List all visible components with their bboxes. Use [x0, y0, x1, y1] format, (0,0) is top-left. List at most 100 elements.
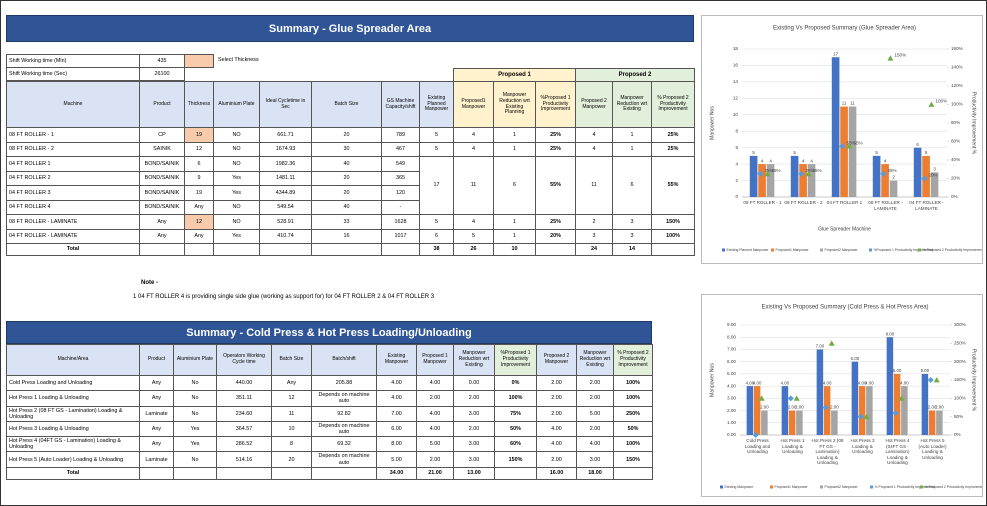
cell: 3: [575, 228, 613, 244]
top-table-title: Summary - Glue Spreader Area: [6, 15, 694, 42]
cell: 5.00: [376, 451, 417, 468]
x-tick-frame: 08 FT ROLLER - 2: [784, 200, 822, 205]
cell: Laminate: [139, 405, 174, 422]
marker: [793, 395, 800, 401]
legend-swatch: [870, 485, 873, 489]
x-tick-frame: Hot Press 5 (Auto Loader) Loading & Unlo…: [918, 438, 946, 460]
y2-tick-label: 40%: [951, 157, 960, 162]
cell: Depends on machine auto: [311, 390, 377, 407]
y-tick-label: 6.00: [727, 359, 736, 364]
cell: 4.00: [416, 405, 454, 422]
marker: [828, 340, 835, 346]
cell: 55%: [535, 156, 576, 215]
header-row: Machine Product Thickness Aluminium Plate Id…: [6, 81, 695, 128]
data-label: 2.00: [760, 405, 769, 410]
note-title: Note -: [141, 280, 158, 286]
cell: 1: [493, 141, 536, 157]
total-cell: 13.00: [453, 466, 495, 480]
y2-tick-label: 160%: [951, 46, 963, 51]
cell: 19: [184, 127, 214, 143]
cell: 17: [419, 156, 454, 215]
cell: NO: [213, 199, 260, 215]
y-tick-label: 10: [733, 112, 739, 117]
bar: [753, 386, 761, 435]
data-label: 5: [925, 150, 928, 155]
total-cell: 26: [453, 243, 494, 256]
cell: 40: [311, 156, 382, 172]
y-tick-label: 4.00: [727, 383, 736, 388]
cell: Laminate: [139, 451, 174, 468]
legend-label: %Proposed 1 Productivity Improvement: [874, 248, 934, 252]
marker: [863, 413, 870, 420]
glue-spreader-table: Proposed 1 Proposed 2 Machine Product Thickn…: [6, 68, 695, 256]
y2-tick-label: 300%: [954, 322, 966, 327]
cell: 5: [419, 127, 454, 143]
blank-cell: [381, 243, 420, 256]
cell: -: [381, 199, 420, 215]
cell: 467: [381, 141, 420, 157]
legend-label: % Proposed 2 Productivity Improvement: [923, 248, 983, 252]
data-label: 5: [752, 150, 755, 155]
y-tick-label: 12: [733, 96, 739, 101]
y-tick-label: 8.00: [727, 334, 736, 339]
cell: 25%: [535, 141, 576, 157]
cell: 1017: [381, 228, 420, 244]
cell: 2.00: [576, 374, 614, 392]
bar: [761, 410, 768, 435]
data-label: 4.00: [753, 380, 762, 385]
blank-cell: [494, 466, 537, 480]
x-tick-label: Hot Press 4 (04FT GS - Lamination) Loadi…: [885, 438, 910, 465]
column-header: % Proposed 2 Productivity Improvement: [651, 81, 695, 128]
cell: 4.00: [576, 436, 614, 453]
cell: 2.00: [536, 451, 577, 468]
y2-axis-title: Productivity Improvement %: [971, 92, 977, 155]
column-header: Product: [139, 81, 185, 128]
cell: 19: [184, 185, 214, 201]
bar: [831, 57, 840, 197]
bar: [928, 410, 936, 435]
y2-tick-label: 20%: [951, 176, 960, 181]
cell: 2.00: [453, 420, 495, 438]
cell: 25%: [651, 141, 695, 157]
cell: 2.00: [416, 390, 454, 407]
cell: 2.00: [536, 405, 577, 422]
cell: 440.00: [216, 374, 272, 392]
cell: Any: [139, 420, 174, 438]
y2-tick-label: 250%: [954, 341, 966, 346]
y-tick-label: 14: [733, 79, 739, 84]
blank-cell: [271, 466, 312, 480]
cell: 92.82: [311, 405, 377, 422]
data-label: 3: [933, 166, 936, 171]
cell: 1: [493, 127, 536, 143]
cell: 528.91: [259, 214, 312, 230]
cell: 50%: [494, 420, 537, 438]
cell: 16: [311, 228, 382, 244]
data-label: 2.00: [830, 405, 839, 410]
bar: [840, 106, 848, 197]
settings-cell: 26100: [139, 67, 185, 81]
cell: 364.57: [216, 420, 272, 438]
marker: [887, 55, 894, 61]
x-tick-frame: Hot Press 1 Loading & Unloading: [781, 438, 805, 454]
column-header: %Proposed 1 Productivity Improvement: [494, 344, 537, 376]
cell: 365: [381, 170, 420, 186]
cell: 12: [271, 390, 312, 407]
total-row: Total 34.00 21.00 13.00 16.00 18.00: [6, 466, 653, 480]
column-header: Proposed1 Manpower: [453, 81, 494, 128]
legend-swatch: [869, 248, 872, 252]
marker: [927, 377, 934, 383]
cell: 4: [453, 141, 494, 157]
cell: 04 FT ROLLER - LAMINATE: [6, 228, 140, 244]
cell: 4: [453, 127, 494, 143]
marker: [839, 143, 846, 150]
cell: Depends on machine auto: [311, 420, 377, 438]
settings-table: Shift Working time (Min) 435 Shift Working…: [6, 54, 214, 81]
settings-label: Select Thickness: [218, 57, 259, 63]
column-header: Aluminium Plate: [213, 81, 260, 128]
total-cell: 38: [419, 243, 454, 256]
x-tick-frame: Cold Press Loading and Unloading: [745, 438, 770, 454]
cell: Hot Press 1 Loading & Unloading: [6, 390, 140, 407]
legend-label: % Proposed 2 Productivity Improvement: [925, 485, 983, 489]
marker: [758, 395, 765, 401]
cell: BOND/SAINIK: [139, 170, 185, 186]
